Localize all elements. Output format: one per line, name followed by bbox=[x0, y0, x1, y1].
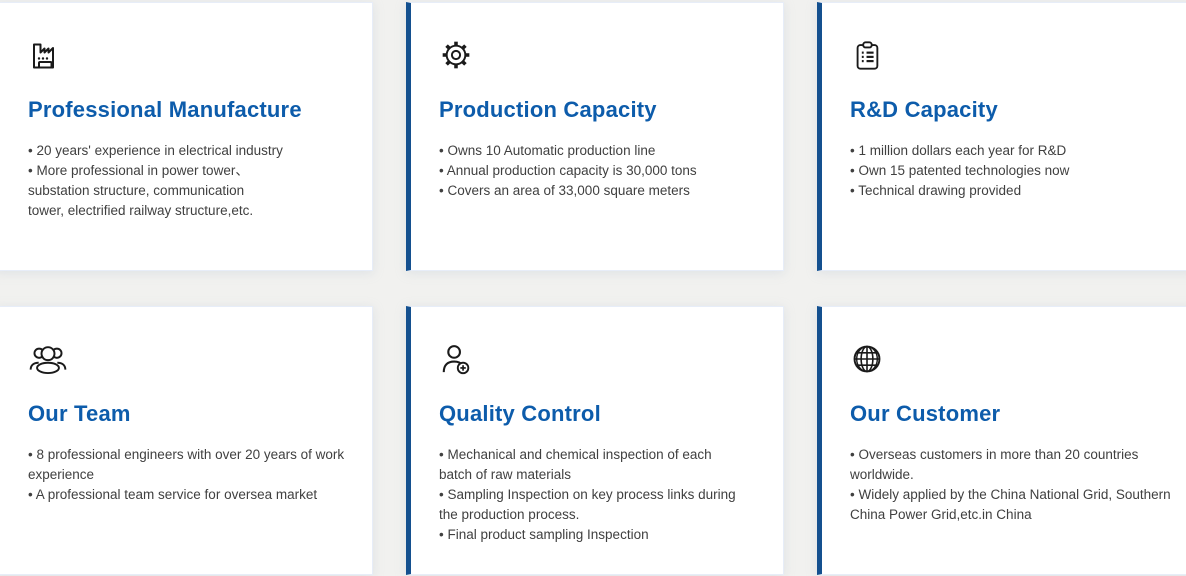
bullet-line: • A professional team service for overse… bbox=[28, 487, 318, 502]
bullet-line: • Overseas customers in more than 20 cou… bbox=[850, 447, 1139, 462]
card-bullets: • Overseas customers in more than 20 cou… bbox=[850, 445, 1178, 525]
team-icon bbox=[28, 343, 356, 375]
bullet-line: China Power Grid,etc.in China bbox=[850, 507, 1032, 522]
bullet-line: • 20 years' experience in electrical ind… bbox=[28, 143, 283, 158]
card-production-capacity: Production Capacity • Owns 10 Automatic … bbox=[406, 2, 784, 271]
card-professional-manufacture: Professional Manufacture • 20 years' exp… bbox=[0, 2, 373, 271]
person-add-icon bbox=[439, 343, 767, 375]
bullet-line: • Covers an area of 33,000 square meters bbox=[439, 183, 690, 198]
card-our-customer: Our Customer • Overseas customers in mor… bbox=[817, 306, 1186, 575]
card-title: Our Customer bbox=[850, 401, 1001, 426]
card-title: Professional Manufacture bbox=[28, 97, 302, 122]
bullet-line: tower, electrified railway structure,etc… bbox=[28, 203, 254, 218]
card-our-team: Our Team • 8 professional engineers with… bbox=[0, 306, 373, 575]
card-title: Production Capacity bbox=[439, 97, 657, 122]
bullet-line: • Technical drawing provided bbox=[850, 183, 1022, 198]
clipboard-icon bbox=[850, 39, 1178, 71]
card-title: Quality Control bbox=[439, 401, 601, 426]
bullet-line: • Owns 10 Automatic production line bbox=[439, 143, 656, 158]
card-rd-capacity: R&D Capacity • 1 million dollars each ye… bbox=[817, 2, 1186, 271]
bullet-line: • 8 professional engineers with over 20 … bbox=[28, 447, 345, 462]
card-bullets: • Owns 10 Automatic production line • An… bbox=[439, 141, 767, 201]
card-bullets: • 20 years' experience in electrical ind… bbox=[28, 141, 356, 221]
gear-icon bbox=[439, 39, 767, 71]
bullet-line: • Sampling Inspection on key process lin… bbox=[439, 487, 736, 502]
factory-icon bbox=[28, 39, 356, 71]
bullet-line: substation structure, communication bbox=[28, 183, 245, 198]
card-quality-control: Quality Control • Mechanical and chemica… bbox=[406, 306, 784, 575]
card-title: Our Team bbox=[28, 401, 131, 426]
bullet-line: worldwide. bbox=[850, 467, 914, 482]
bullet-line: • Widely applied by the China National G… bbox=[850, 487, 1171, 502]
card-title: R&D Capacity bbox=[850, 97, 998, 122]
globe-icon bbox=[850, 343, 1178, 375]
card-bullets: • Mechanical and chemical inspection of … bbox=[439, 445, 767, 545]
bullet-line: batch of raw materials bbox=[439, 467, 572, 482]
bullet-line: experience bbox=[28, 467, 95, 482]
card-bullets: • 1 million dollars each year for R&D • … bbox=[850, 141, 1178, 201]
bullet-line: • Final product sampling Inspection bbox=[439, 527, 649, 542]
bullet-line: • More professional in power tower、 bbox=[28, 163, 249, 178]
card-bullets: • 8 professional engineers with over 20 … bbox=[28, 445, 356, 505]
bullet-line: • 1 million dollars each year for R&D bbox=[850, 143, 1067, 158]
bullet-line: • Mechanical and chemical inspection of … bbox=[439, 447, 712, 462]
bullet-line: the production process. bbox=[439, 507, 580, 522]
bullet-line: • Annual production capacity is 30,000 t… bbox=[439, 163, 697, 178]
bullet-line: • Own 15 patented technologies now bbox=[850, 163, 1070, 178]
